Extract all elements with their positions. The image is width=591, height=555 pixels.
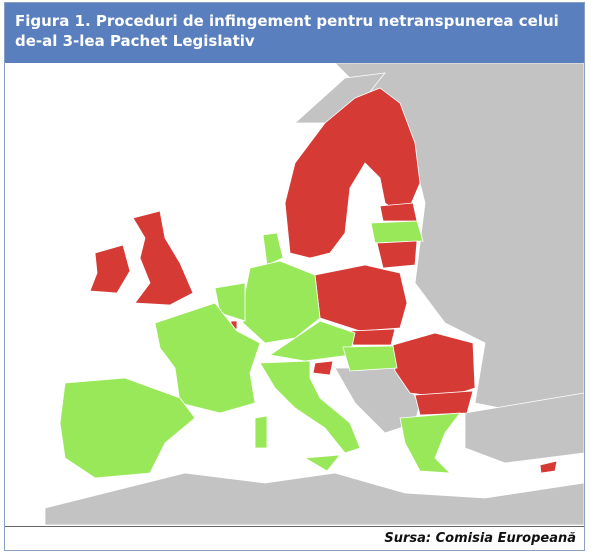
source: Sursa: Comisia Europeană bbox=[384, 531, 576, 546]
figure: Figura 1. Proceduri de infingement pentr… bbox=[4, 2, 585, 551]
slovenia bbox=[312, 360, 334, 376]
latvia bbox=[370, 220, 424, 244]
figure-title: Figura 1. Proceduri de infingement pentr… bbox=[5, 3, 584, 63]
sardinia bbox=[254, 415, 268, 449]
denmark bbox=[262, 232, 284, 266]
slovakia bbox=[349, 328, 396, 346]
uk bbox=[132, 210, 194, 306]
benelux bbox=[214, 282, 246, 322]
italy bbox=[259, 360, 361, 454]
estonia bbox=[379, 202, 418, 222]
land-norway-north bbox=[293, 72, 386, 124]
land-turkey bbox=[464, 392, 584, 464]
sicily bbox=[303, 454, 341, 472]
france bbox=[154, 302, 261, 414]
cyprus bbox=[539, 460, 558, 474]
bulgaria bbox=[414, 390, 474, 416]
ireland bbox=[89, 244, 131, 294]
lithuania bbox=[376, 240, 418, 269]
map bbox=[5, 63, 584, 525]
greece bbox=[399, 412, 461, 474]
poland bbox=[314, 264, 408, 332]
iberia bbox=[59, 377, 196, 479]
footer: Sursa: Comisia Europeană bbox=[5, 526, 584, 552]
scandinavia bbox=[284, 87, 421, 259]
land-south bbox=[44, 472, 584, 525]
hungary bbox=[342, 345, 398, 372]
